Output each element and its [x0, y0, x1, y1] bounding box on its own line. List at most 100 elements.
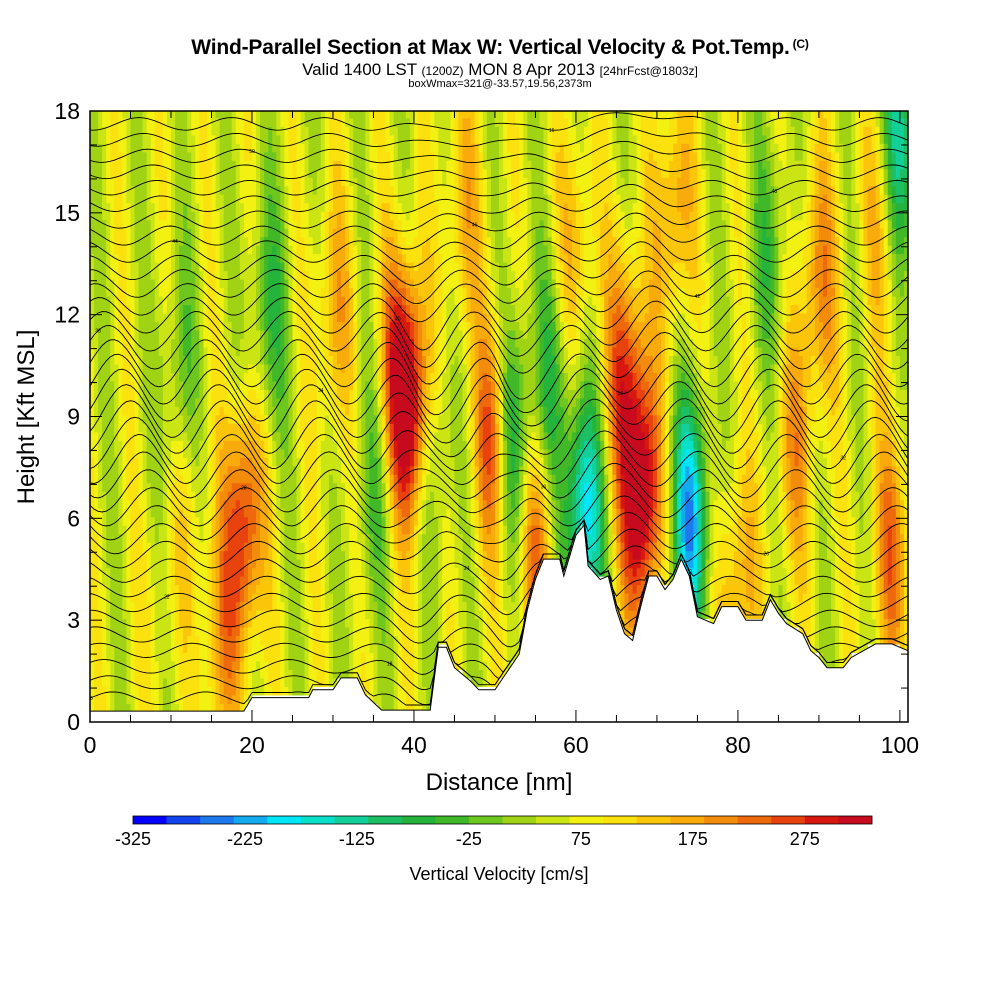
w-cell — [304, 372, 310, 382]
w-cell — [349, 245, 354, 255]
w-cell — [191, 262, 196, 272]
w-cell — [337, 329, 342, 340]
w-cell — [154, 304, 160, 314]
w-cell — [349, 329, 354, 340]
w-cell — [118, 287, 123, 297]
w-cell — [243, 601, 249, 611]
w-cell — [179, 397, 184, 407]
w-cell — [219, 677, 225, 687]
w-cell — [134, 593, 140, 603]
w-cell — [138, 245, 144, 255]
w-cell — [146, 245, 152, 255]
w-cell — [179, 448, 184, 458]
w-cell — [235, 228, 241, 238]
w-cell — [142, 491, 148, 501]
w-cell — [138, 380, 144, 390]
w-cell — [223, 143, 229, 153]
w-cell — [276, 134, 281, 144]
w-cell — [106, 601, 111, 611]
w-cell — [288, 372, 294, 382]
w-cell — [110, 431, 115, 441]
w-cell — [239, 677, 245, 687]
w-cell — [280, 533, 285, 543]
w-cell — [207, 329, 213, 340]
w-cell — [268, 151, 273, 161]
w-cell — [118, 669, 123, 679]
w-cell — [320, 134, 326, 144]
w-cell — [231, 363, 237, 373]
w-cell — [341, 465, 346, 475]
w-cell — [243, 270, 249, 280]
w-cell — [300, 211, 306, 221]
w-cell — [223, 287, 229, 297]
w-cell — [98, 151, 103, 161]
w-cell — [138, 397, 144, 407]
w-cell — [195, 363, 200, 373]
w-cell — [223, 304, 229, 314]
w-cell — [106, 576, 111, 586]
w-cell — [114, 491, 119, 501]
w-cell — [345, 609, 350, 620]
w-cell — [134, 304, 140, 314]
w-cell — [280, 635, 285, 645]
w-cell — [243, 448, 249, 458]
w-cell — [219, 584, 225, 594]
w-cell — [373, 117, 379, 127]
w-cell — [369, 609, 375, 620]
w-cell — [247, 219, 253, 229]
w-cell — [304, 346, 310, 356]
w-cell — [276, 168, 281, 178]
w-cell — [191, 660, 196, 670]
w-cell — [154, 491, 160, 501]
w-cell — [272, 134, 277, 144]
w-cell — [300, 346, 306, 356]
w-cell — [183, 703, 188, 712]
w-cell — [146, 660, 152, 670]
w-cell — [146, 542, 152, 552]
w-cell — [361, 194, 366, 204]
w-cell — [243, 228, 249, 238]
w-cell — [361, 177, 366, 187]
w-cell — [98, 126, 103, 136]
w-cell — [170, 363, 176, 373]
w-cell — [158, 312, 164, 323]
w-cell — [154, 202, 160, 212]
w-cell — [207, 559, 213, 569]
w-cell — [304, 423, 310, 433]
w-cell — [231, 194, 237, 204]
w-cell — [353, 245, 358, 255]
w-cell — [361, 279, 366, 289]
w-cell — [158, 296, 164, 306]
w-cell — [373, 245, 379, 255]
w-cell — [316, 279, 322, 289]
w-cell — [312, 652, 318, 662]
w-cell — [199, 372, 204, 382]
w-cell — [94, 355, 99, 365]
w-cell — [110, 414, 115, 424]
w-cell — [243, 329, 249, 340]
w-cell — [235, 482, 241, 492]
w-cell — [158, 236, 164, 246]
w-cell — [154, 329, 160, 340]
w-cell — [304, 389, 310, 399]
w-cell — [175, 338, 180, 348]
w-cell — [211, 694, 217, 704]
w-cell — [227, 194, 233, 204]
w-cell — [256, 160, 261, 170]
w-cell — [304, 287, 310, 297]
w-cell — [369, 219, 375, 229]
w-cell — [337, 202, 342, 212]
w-cell — [175, 355, 180, 365]
w-cell — [98, 134, 103, 144]
w-cell — [207, 151, 213, 161]
w-cell — [219, 194, 225, 204]
w-cell — [110, 177, 115, 187]
w-cell — [207, 177, 213, 187]
w-cell — [179, 609, 184, 620]
w-cell — [284, 296, 290, 306]
w-cell — [175, 508, 180, 518]
w-cell — [341, 482, 346, 492]
w-cell — [126, 296, 132, 306]
w-cell — [106, 618, 111, 628]
w-cell — [150, 245, 156, 255]
